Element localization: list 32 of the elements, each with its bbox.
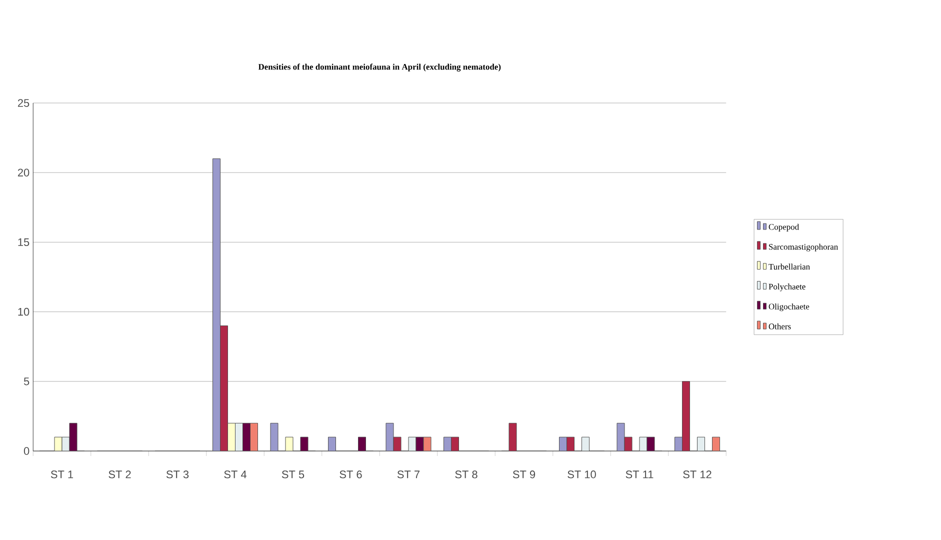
legend-label: Sarcomastigophoran <box>769 244 838 252</box>
bar <box>250 422 258 451</box>
legend-label: Others <box>768 323 791 330</box>
legend-label: Copepod <box>768 224 799 232</box>
y-tick-label: 15 <box>18 238 30 246</box>
bar <box>228 422 236 451</box>
y-tick-label: 10 <box>18 308 30 316</box>
y-tick-label: 5 <box>24 378 30 386</box>
x-tick-label: ST 2 <box>108 470 131 478</box>
x-tick-label: ST 11 <box>626 470 654 478</box>
chart-title: Densities of the dominant meiofauna in April (excluding nematode) <box>258 64 501 72</box>
x-tick-label: ST 3 <box>166 470 189 478</box>
x-tick-label: ST 7 <box>397 470 420 478</box>
bar <box>212 158 221 451</box>
x-tick-label: ST 6 <box>340 470 362 478</box>
legend-label: Polychaete <box>768 284 806 292</box>
x-tick-label: ST 5 <box>282 470 304 478</box>
x-tick-label: ST 9 <box>512 470 536 478</box>
x-tick-label: ST 4 <box>224 470 246 478</box>
x-tick-label: ST 12 <box>683 470 712 478</box>
y-tick-label: 25 <box>18 99 30 107</box>
legend-label: Oligochaete <box>768 303 810 312</box>
x-tick-label: ST 1 <box>50 470 74 478</box>
bar <box>235 422 244 451</box>
bar <box>242 422 251 451</box>
y-tick-label: 20 <box>18 168 30 176</box>
x-tick-label: ST 8 <box>455 470 478 478</box>
legend-label: Turbellarian <box>768 264 810 270</box>
bar <box>682 381 690 451</box>
y-tick-label: 0 <box>24 447 30 455</box>
bar <box>220 325 228 451</box>
x-tick-label: ST 10 <box>568 470 596 478</box>
